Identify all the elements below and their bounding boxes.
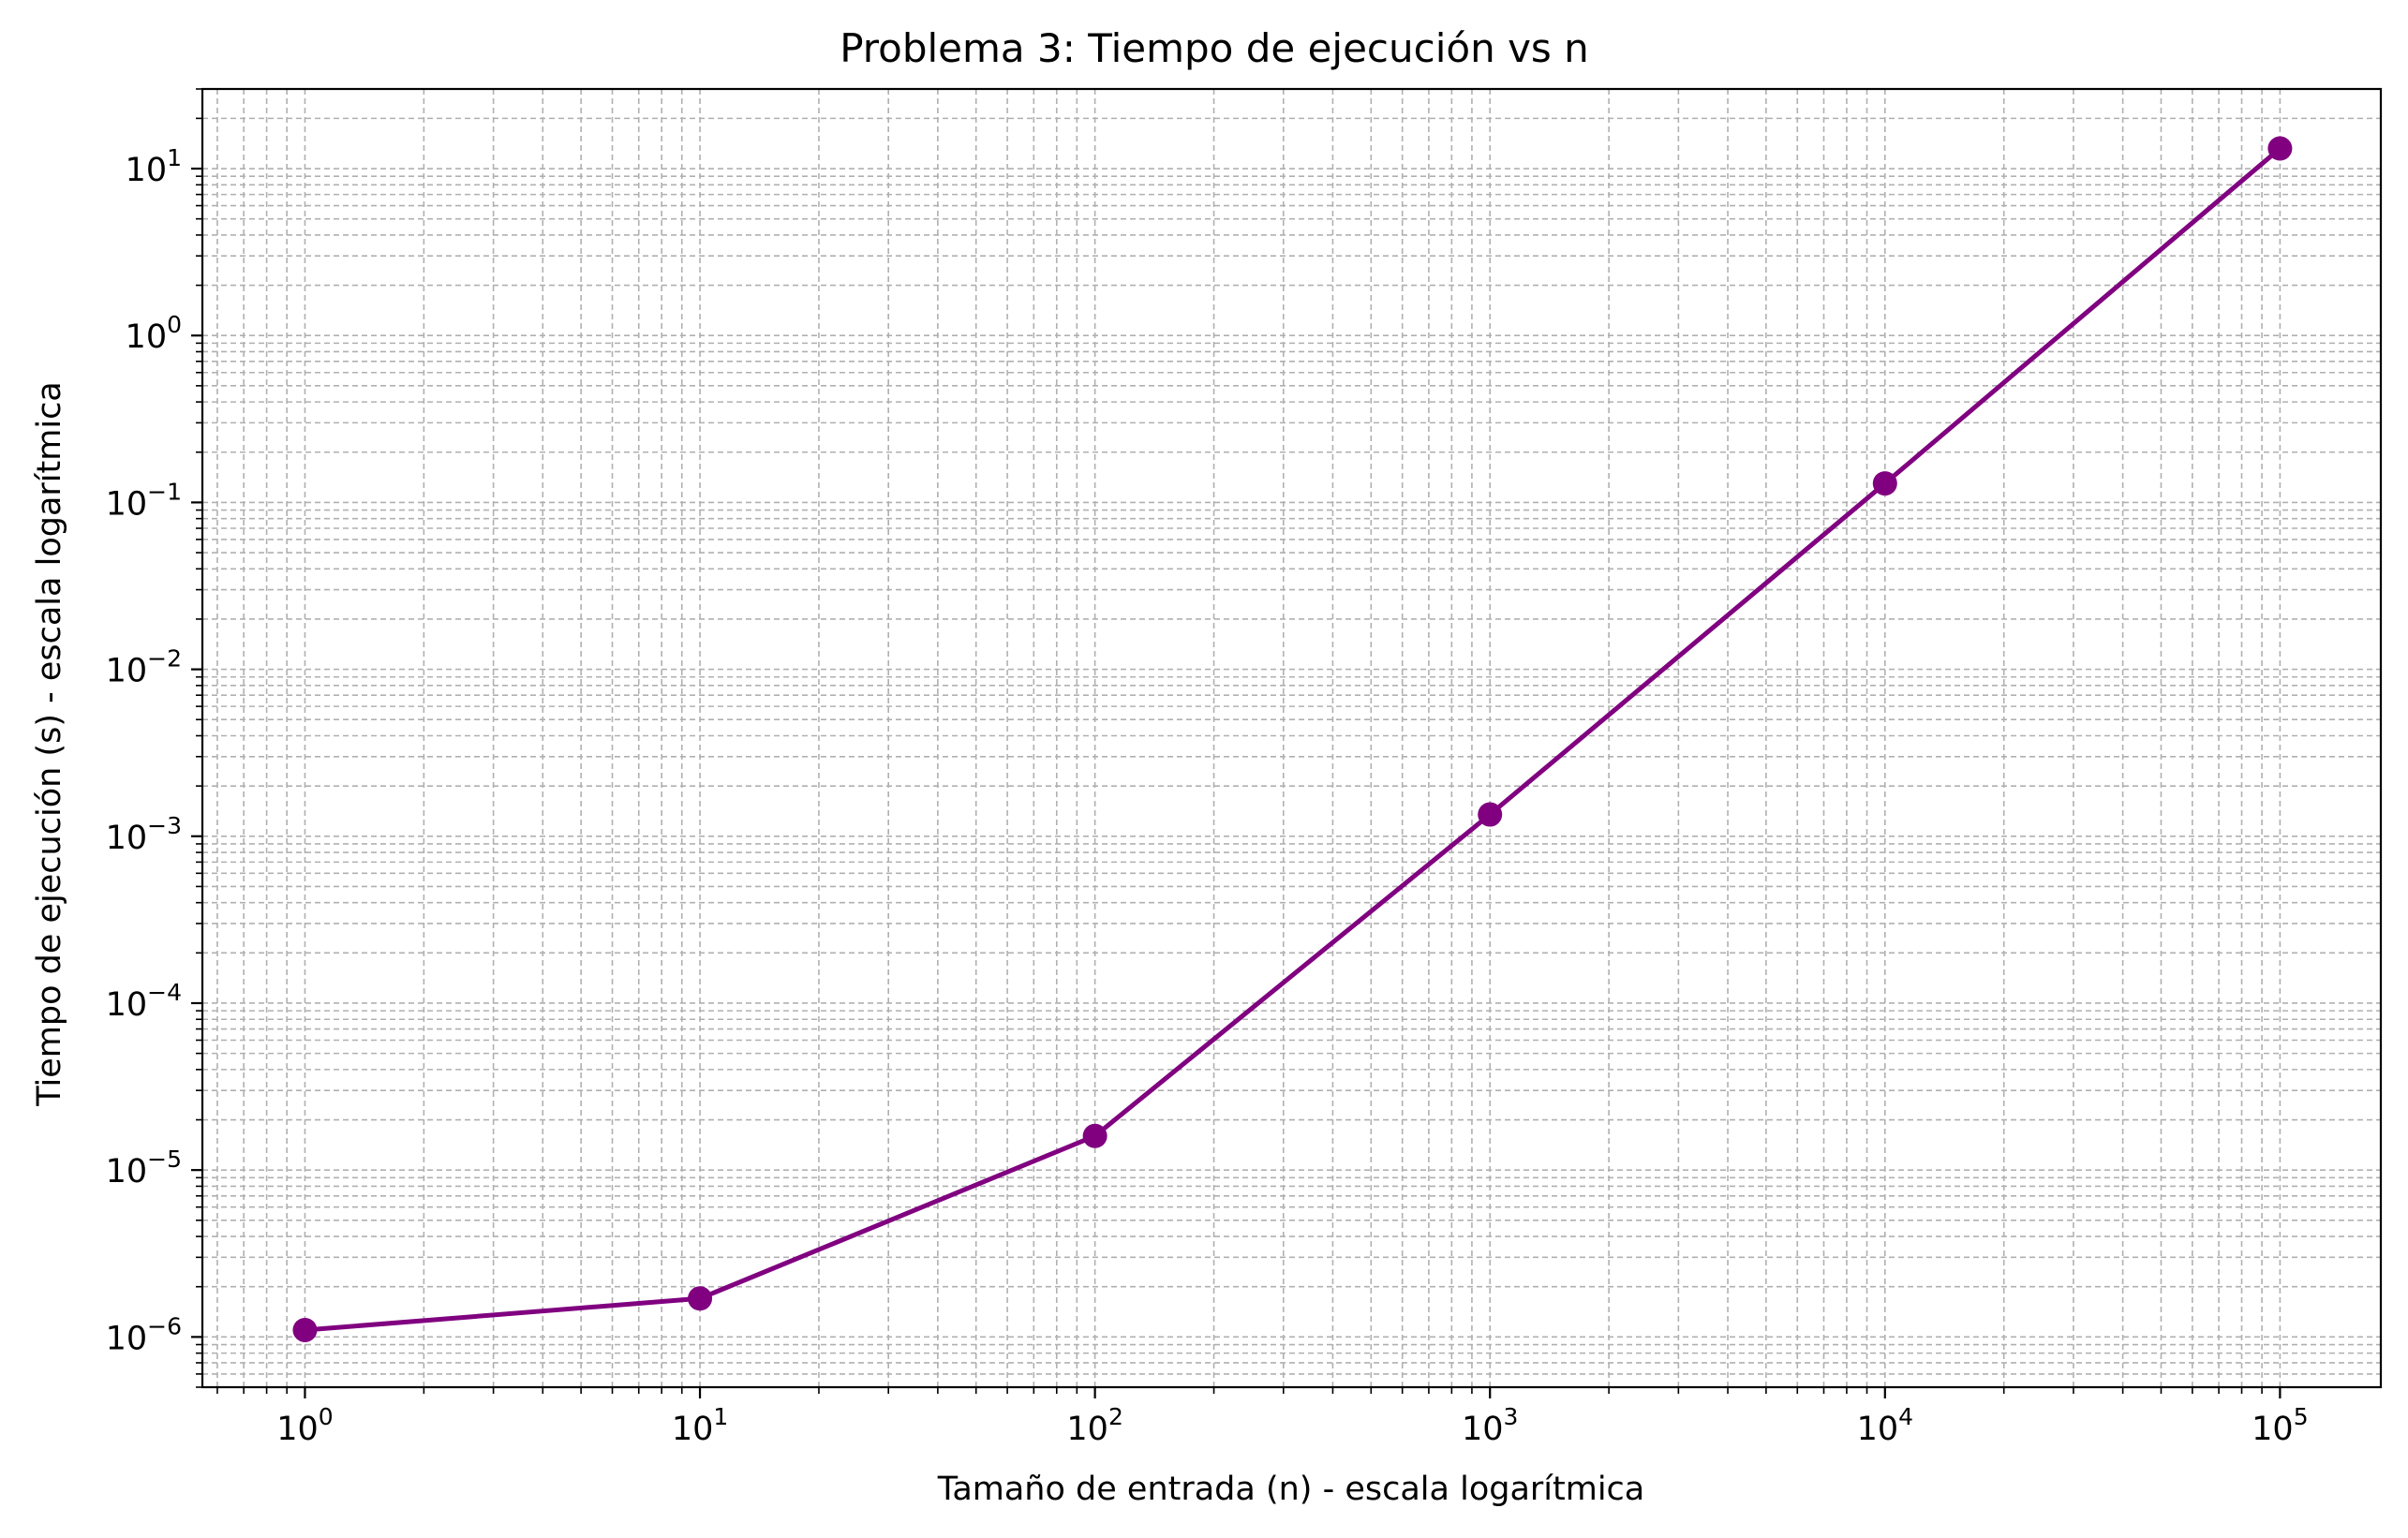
x-tick-label: 102	[1066, 1403, 1122, 1448]
y-tick-label: 101	[126, 144, 182, 189]
x-tick-label: 100	[276, 1403, 333, 1448]
x-tick-label: 105	[2252, 1403, 2308, 1448]
series-layer	[292, 136, 2293, 1342]
plot-frame	[201, 87, 2383, 1389]
axis-ticks	[191, 88, 2282, 1398]
y-tick-label: 10−2	[106, 645, 182, 690]
x-tick-label: 103	[1462, 1403, 1518, 1448]
y-tick-label: 10−3	[106, 812, 182, 857]
grid	[202, 88, 2381, 1388]
y-tick-label: 10−5	[106, 1146, 182, 1190]
x-axis-label: Tamaño de entrada (n) - escala logarítmi…	[937, 1471, 1645, 1508]
y-tick-label: 10−1	[106, 478, 182, 523]
data-point	[1478, 802, 1503, 827]
y-tick-label: 10−4	[106, 979, 182, 1024]
data-point	[292, 1317, 318, 1342]
x-tick-label: 104	[1857, 1403, 1913, 1448]
data-point	[2267, 136, 2293, 161]
tick-labels: 100 101 102 103 104 105 10−6 10−5 10−4 10−3 10−2 10…	[106, 144, 2309, 1448]
data-point	[1872, 471, 1897, 496]
chart-title: Problema 3: Tiempo de ejecución vs n	[840, 25, 1589, 71]
y-tick-label: 100	[126, 311, 182, 356]
y-tick-label: 10−6	[106, 1312, 182, 1357]
x-tick-label: 101	[672, 1403, 728, 1448]
data-point	[688, 1286, 713, 1311]
y-axis-label: Tiempo de ejecución (s) - escala logarít…	[31, 381, 68, 1107]
data-point	[1082, 1123, 1107, 1148]
series-line	[305, 146, 2282, 1333]
